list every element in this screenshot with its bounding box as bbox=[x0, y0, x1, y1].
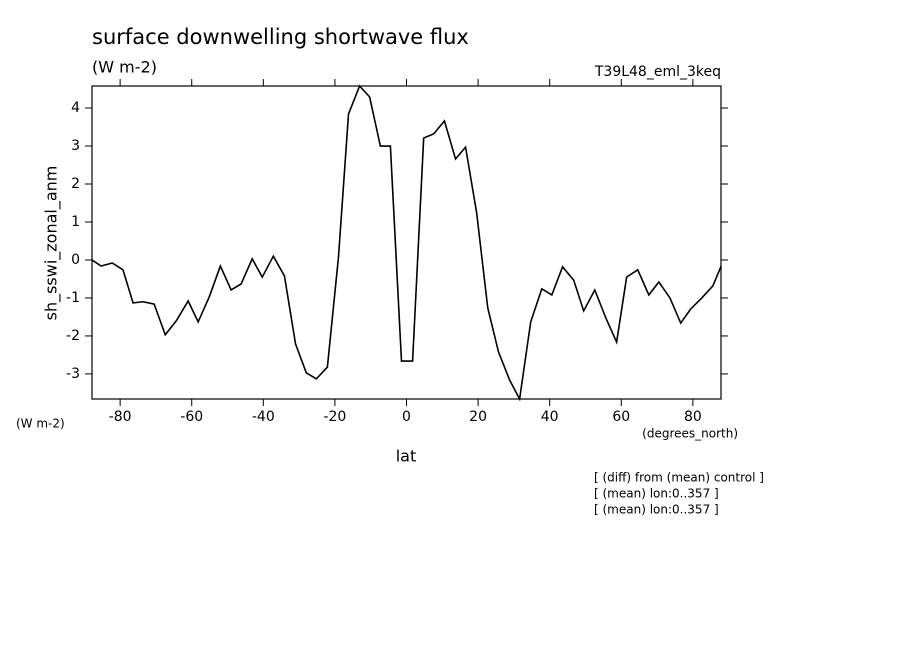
x-tick-label: -40 bbox=[252, 409, 275, 425]
x-units: (degrees_north) bbox=[642, 427, 738, 441]
chart-title: surface downwelling shortwave flux bbox=[92, 25, 469, 49]
y-units: (W m-2) bbox=[16, 417, 65, 431]
y-tick-label: -3 bbox=[66, 366, 80, 382]
x-tick-label: 60 bbox=[612, 409, 630, 425]
x-axis-label: lat bbox=[396, 447, 417, 466]
y-tick-label: 1 bbox=[71, 214, 80, 230]
x-tick-label: -80 bbox=[109, 409, 132, 425]
y-tick-label: -1 bbox=[66, 290, 80, 306]
x-tick-label: 80 bbox=[684, 409, 702, 425]
y-tick-label: 3 bbox=[71, 138, 80, 154]
y-tick-label: 2 bbox=[71, 176, 80, 192]
x-tick-label: 40 bbox=[541, 409, 559, 425]
plot-frame bbox=[91, 85, 722, 400]
y-axis-label: sh_sswi_zonal_anm bbox=[42, 166, 62, 321]
note: [ (mean) lon:0..357 ] bbox=[594, 503, 719, 517]
note: [ (mean) lon:0..357 ] bbox=[594, 487, 719, 501]
y-tick-label: -2 bbox=[66, 328, 80, 344]
y-tick-label: 0 bbox=[71, 252, 80, 268]
x-tick-label: 20 bbox=[469, 409, 487, 425]
y-tick-label: 4 bbox=[71, 100, 80, 116]
annotation: T39L48_eml_3keq bbox=[594, 64, 721, 80]
subtitle: (W m-2) bbox=[92, 58, 157, 77]
x-tick-label: -20 bbox=[323, 409, 346, 425]
data-line bbox=[91, 84, 722, 402]
x-tick-label: -60 bbox=[180, 409, 203, 425]
x-tick-label: 0 bbox=[402, 409, 411, 425]
note: [ (diff) from (mean) control ] bbox=[594, 471, 764, 485]
